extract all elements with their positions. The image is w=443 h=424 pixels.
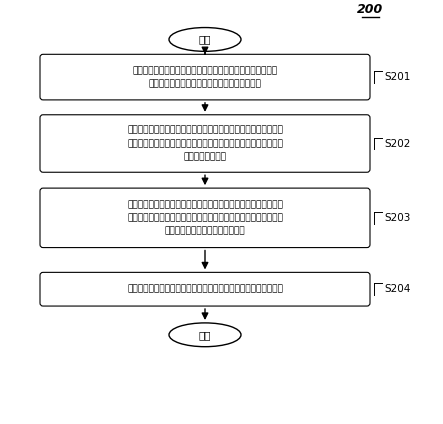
- FancyBboxPatch shape: [40, 188, 370, 248]
- Text: 在基坐标系中的第二坐标轴和第三坐标轴组成的平面上等间隔取点
，通过优化目标函数计算出平面上每个点对应的末端工具所能达到
的第一坐标轴上的最大値和最小値: 在基坐标系中的第二坐标轴和第三坐标轴组成的平面上等间隔取点 ，通过优化目标函数计…: [127, 200, 283, 236]
- FancyBboxPatch shape: [40, 54, 370, 100]
- Text: 根据平面上所有的点对应的最大値和最小値确定最大有效工作空间: 根据平面上所有的点对应的最大値和最小値确定最大有效工作空间: [127, 285, 283, 294]
- Text: S201: S201: [384, 72, 410, 82]
- Text: 基于约束条件确定有效工作空间的非线性等式，以及根据非线性等
式确定设计变量的目标函数，其中约束条件包括末端工具的极限朝
向的空间向量集合: 基于约束条件确定有效工作空间的非线性等式，以及根据非线性等 式确定设计变量的目标…: [127, 126, 283, 161]
- Text: S203: S203: [384, 213, 410, 223]
- Text: 设置基坐标系中的第一坐标轴的极限値为有效工作空间的设计
变量，其中极限値包括极限最大値和极限最小値: 设置基坐标系中的第一坐标轴的极限値为有效工作空间的设计 变量，其中极限値包括极限…: [132, 66, 278, 88]
- Text: 200: 200: [357, 3, 383, 16]
- Ellipse shape: [169, 28, 241, 51]
- Text: 开始: 开始: [199, 34, 211, 45]
- Text: S202: S202: [384, 139, 410, 148]
- Text: 结束: 结束: [199, 330, 211, 340]
- FancyBboxPatch shape: [40, 272, 370, 306]
- Ellipse shape: [169, 323, 241, 347]
- FancyBboxPatch shape: [40, 115, 370, 172]
- Text: S204: S204: [384, 284, 410, 294]
